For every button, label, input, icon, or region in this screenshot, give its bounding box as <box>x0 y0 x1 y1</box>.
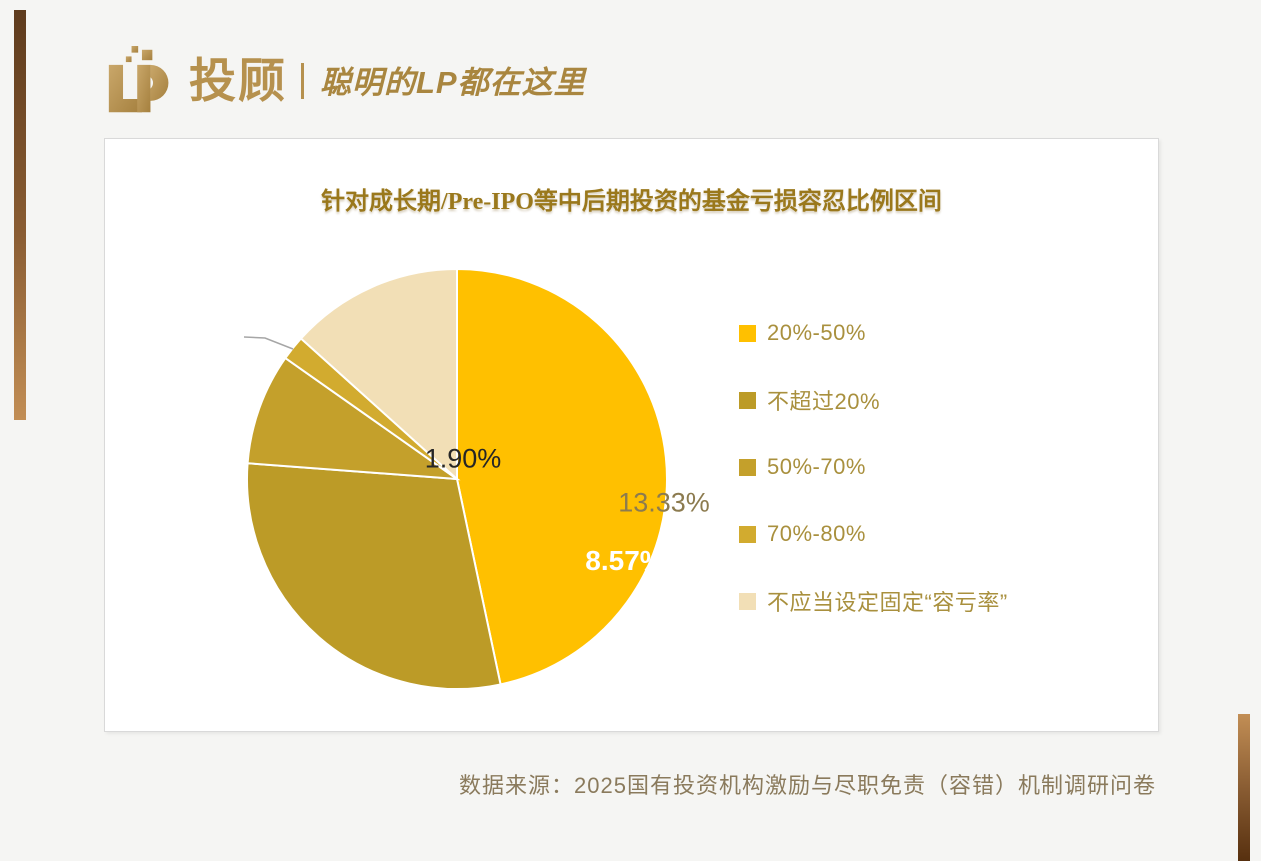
pie-slice-4[interactable] <box>299 267 458 482</box>
pie-svg <box>243 267 668 690</box>
pie-chart: 46.67% 29.52% 8.57% 1.90% 13.33% <box>235 261 869 697</box>
legend-marker-icon <box>739 391 756 409</box>
brand-tagline: 聪明的LP都在这里 <box>320 64 586 100</box>
chart-title: 针对成长期/Pre-IPO等中后期投资的基金亏损容忍比例区间 <box>321 189 942 215</box>
legend-label: 70%-80% <box>767 521 866 546</box>
brand-divider <box>301 63 304 99</box>
pie-label-4: 13.33% <box>618 487 710 518</box>
legend-label: 不应当设定固定“容亏率” <box>767 590 1008 615</box>
pie-slice-2[interactable] <box>246 356 461 481</box>
legend-label: 不超过20% <box>767 389 881 414</box>
chart-card: 针对成长期/Pre-IPO等中后期投资的基金亏损容忍比例区间 46.67% 29… <box>104 138 1159 732</box>
pie-slice-0[interactable] <box>456 267 668 686</box>
brand-header: 投顾 聪明的LP都在这里 <box>103 44 586 118</box>
pie-label-1: 29.52% <box>597 658 693 689</box>
legend-marker-icon <box>739 592 756 610</box>
brand-name: 投顾 <box>189 54 287 107</box>
legend-item-3[interactable]: 70%-80% <box>739 520 1008 548</box>
legend-marker-icon <box>739 525 756 543</box>
right-accent-bar <box>1238 714 1250 861</box>
data-source-note: 数据来源：2025国有投资机构激励与尽职免责（容错）机制调研问卷 <box>459 773 1156 798</box>
legend-label: 20%-50% <box>767 320 866 345</box>
pie-label-2: 8.57% <box>585 545 665 576</box>
label-leader-line <box>243 336 294 350</box>
left-accent-bar <box>14 10 26 420</box>
legend-marker-icon <box>739 324 756 342</box>
chart-legend: 20%-50% 不超过20% 50%-70% 70%-80% 不应当设定固定“容… <box>739 319 1008 654</box>
legend-marker-icon <box>739 458 756 476</box>
lp-logo-icon <box>108 46 169 113</box>
pie-label-0: 46.67% <box>774 572 870 603</box>
pie-slice-1[interactable] <box>246 462 502 690</box>
legend-item-4[interactable]: 不应当设定固定“容亏率” <box>739 587 1008 615</box>
legend-item-2[interactable]: 50%-70% <box>739 453 1008 481</box>
legend-item-0[interactable]: 20%-50% <box>739 319 1008 347</box>
legend-item-1[interactable]: 不超过20% <box>739 386 1008 414</box>
pie-label-3: 1.90% <box>424 443 502 474</box>
legend-label: 50%-70% <box>767 454 866 479</box>
